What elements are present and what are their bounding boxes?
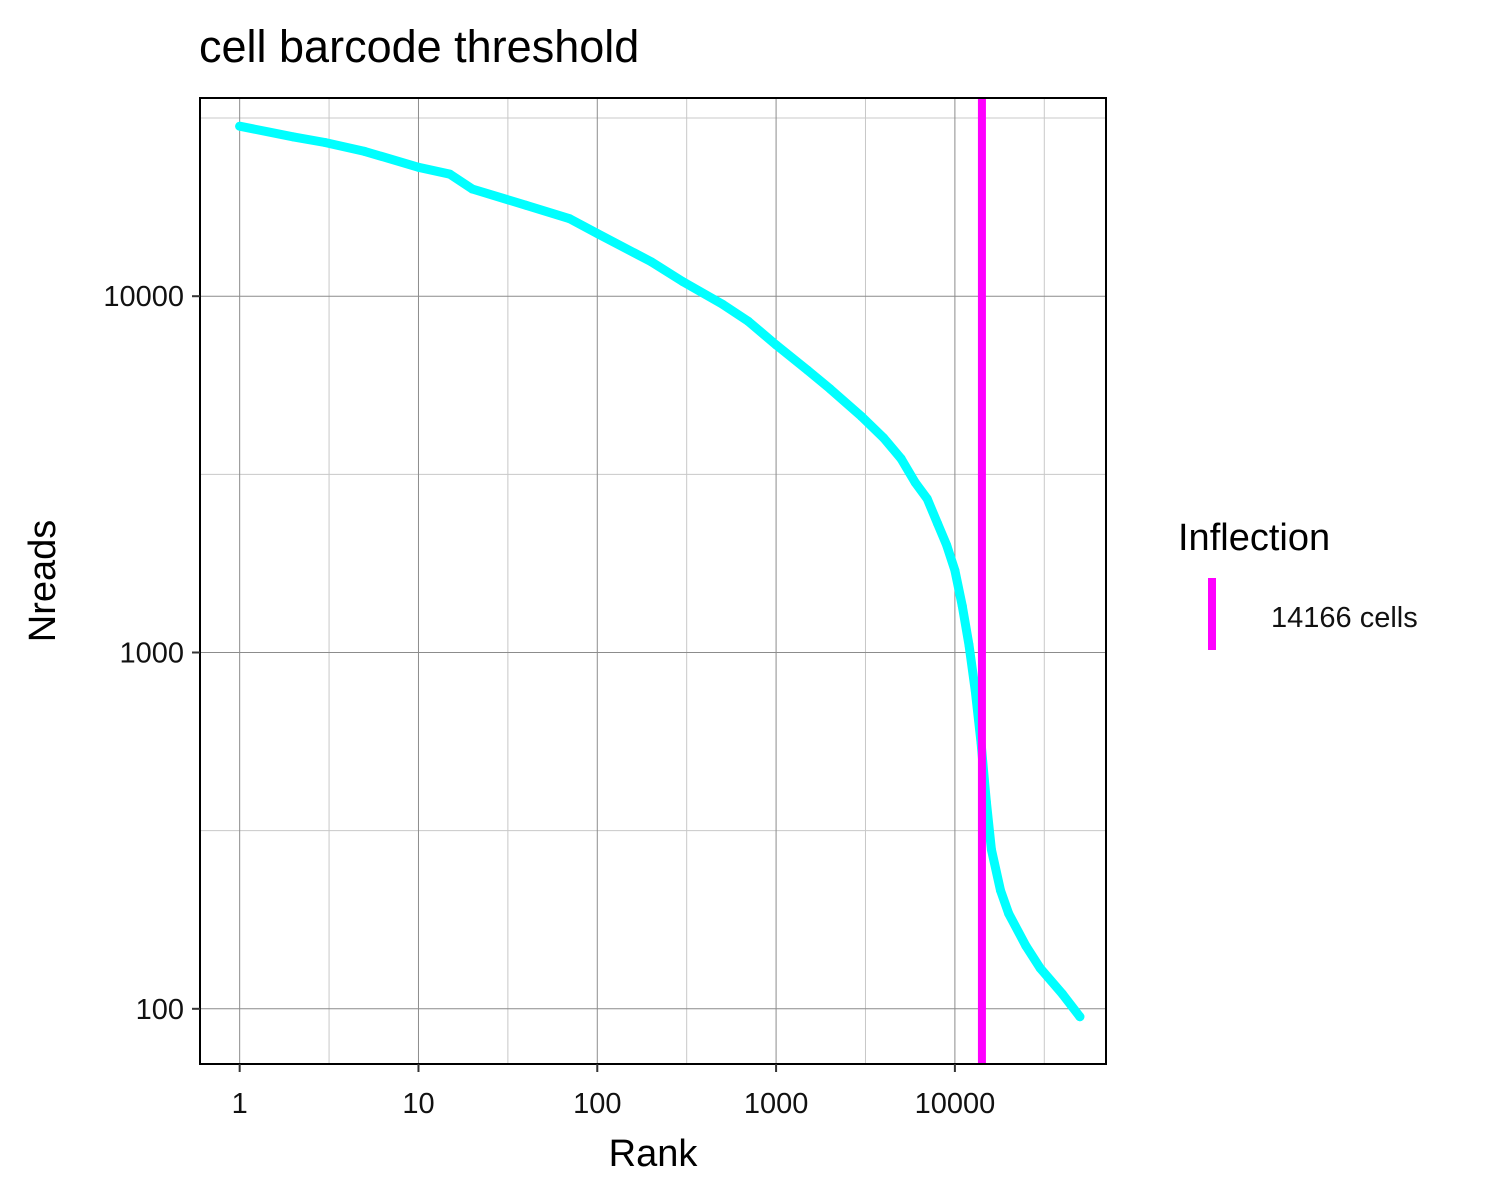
- legend-title: Inflection: [1178, 517, 1330, 559]
- data-point: [521, 200, 531, 210]
- data-point: [957, 601, 967, 611]
- legend-key-swatch: [1208, 578, 1216, 650]
- data-point: [933, 519, 943, 529]
- data-point: [235, 121, 245, 131]
- y-axis-ticks: 100 1000 10000: [103, 281, 200, 1026]
- data-point: [320, 138, 330, 147]
- y-tick-label: 1000: [119, 638, 184, 670]
- data-point: [964, 640, 974, 650]
- major-gridlines: [200, 98, 1106, 1064]
- y-tick-label: 100: [136, 994, 184, 1026]
- data-point: [678, 277, 688, 286]
- legend: Inflection 14166 cells: [1178, 517, 1418, 650]
- x-tick-label: 1: [232, 1088, 248, 1120]
- minor-gridlines: [200, 98, 1106, 1064]
- data-point: [592, 229, 602, 238]
- data-point: [1004, 909, 1014, 919]
- data-point: [803, 365, 813, 375]
- data-point: [922, 494, 932, 504]
- data-point: [996, 885, 1005, 895]
- x-tick-label: 10000: [915, 1088, 996, 1120]
- data-point: [1075, 1012, 1085, 1022]
- x-tick-label: 1000: [744, 1088, 809, 1120]
- data-point: [896, 454, 906, 464]
- data-point: [856, 411, 866, 421]
- chart-title: cell barcode threshold: [199, 21, 639, 72]
- data-point: [289, 132, 298, 142]
- x-axis-title: Rank: [609, 1133, 699, 1175]
- data-point: [445, 169, 455, 179]
- data-point: [950, 565, 960, 575]
- data-point: [743, 316, 753, 326]
- data-point: [1021, 941, 1031, 951]
- data-point: [942, 540, 952, 550]
- data-point: [1058, 989, 1067, 999]
- data-point: [414, 162, 423, 172]
- data-point: [970, 686, 980, 696]
- x-tick-label: 10: [402, 1088, 434, 1120]
- y-tick-label: 10000: [103, 281, 184, 313]
- data-point: [986, 845, 996, 854]
- x-axis-ticks: 1 10 100 1000 10000: [232, 1064, 996, 1120]
- data-point: [467, 184, 477, 194]
- data-point: [825, 384, 835, 394]
- data-point: [910, 478, 920, 487]
- data-point: [1035, 963, 1045, 973]
- data-point: [879, 433, 889, 443]
- data-point: [717, 299, 727, 309]
- y-axis-title: Nreads: [22, 520, 64, 643]
- legend-entry-label: 14166 cells: [1271, 602, 1418, 634]
- data-point: [771, 340, 781, 350]
- series-layer: [235, 121, 1085, 1022]
- x-tick-label: 100: [573, 1088, 621, 1120]
- data-point: [646, 257, 656, 267]
- data-point: [360, 146, 370, 156]
- data-point: [565, 214, 575, 224]
- plot-panel-border: [199, 97, 1107, 1065]
